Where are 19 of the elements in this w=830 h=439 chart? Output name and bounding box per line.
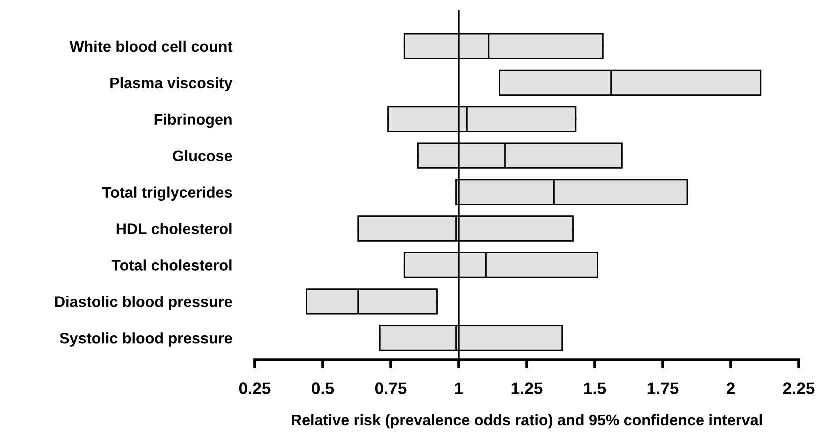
y-tick-label: Systolic blood pressure: [60, 332, 232, 347]
y-tick-label: Fibrinogen: [154, 114, 232, 128]
y-tick-label: Plasma viscosity: [110, 77, 233, 92]
y-tick-label: Total triglycerides: [102, 186, 232, 202]
y-tick-label: Diastolic blood pressure: [56, 296, 232, 310]
x-tick-label: 1.25: [512, 382, 543, 394]
x-tick-label: 1.5: [584, 382, 606, 394]
x-tick-label: 1: [455, 382, 464, 394]
x-tick-label: 0.25: [239, 382, 271, 394]
x-axis-title: Relative risk (prevalence odds ratio) and 95% confidence interval: [292, 414, 762, 429]
y-tick-label: Glucose: [173, 150, 232, 162]
x-tick-label: 1.75: [648, 382, 679, 394]
x-tick-label: 2.25: [783, 382, 815, 394]
x-tick-label: 2: [726, 382, 735, 394]
y-tick-label: HDL cholesterol: [116, 223, 232, 234]
x-tick-label: 0.5: [312, 382, 334, 394]
y-tick-label: White blood cell count: [70, 40, 233, 52]
y-tick-label: Total cholesterol: [112, 260, 232, 271]
x-tick-label: 0.75: [375, 382, 407, 394]
